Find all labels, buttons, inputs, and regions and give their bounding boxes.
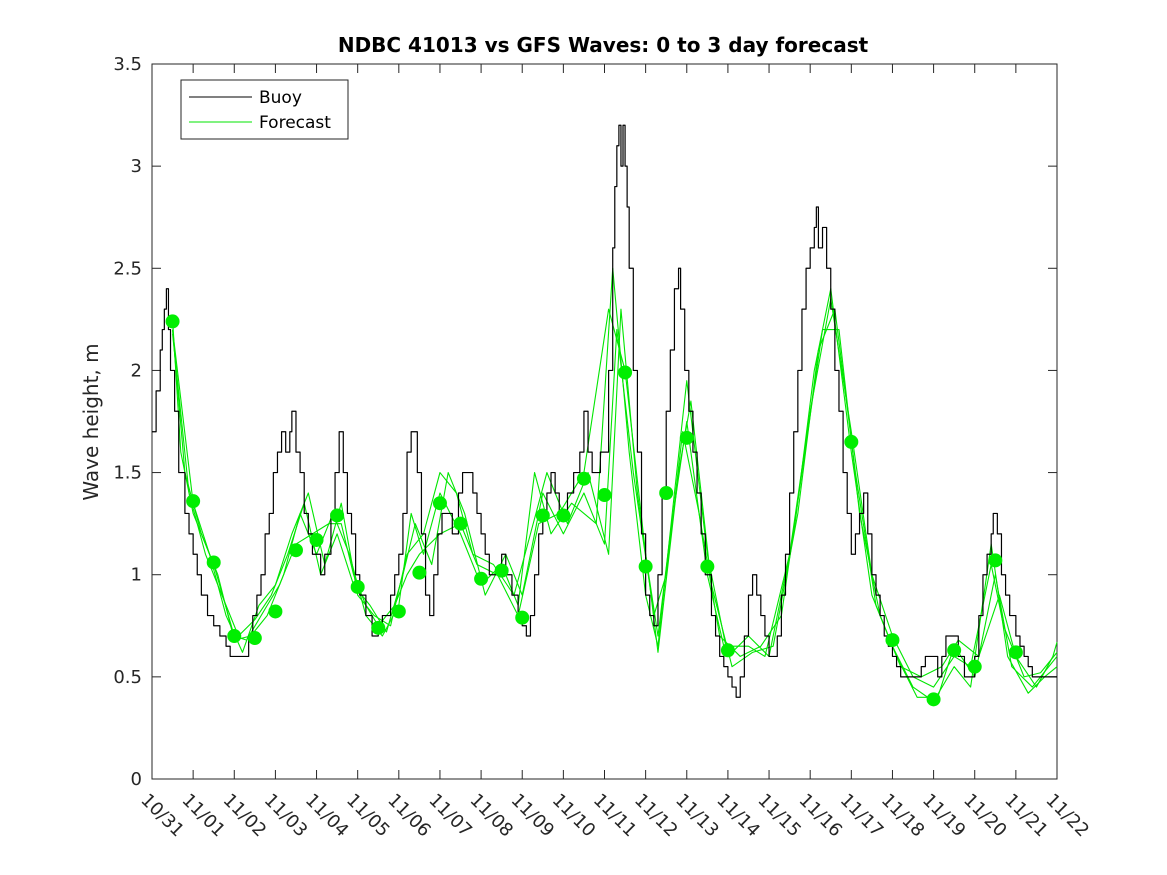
marker-layer <box>165 314 1023 707</box>
forecast-marker <box>494 563 509 578</box>
x-tick-label: 11/03 <box>260 790 312 842</box>
x-tick-label: 10/31 <box>136 790 188 842</box>
x-tick-label: 11/04 <box>301 790 353 842</box>
legend: Buoy Forecast <box>180 79 349 140</box>
x-tick-label: 11/06 <box>383 790 435 842</box>
forecast-marker <box>926 692 941 707</box>
forecast-marker <box>412 565 427 580</box>
y-tick-label: 1 <box>131 565 142 586</box>
forecast-marker <box>227 629 242 643</box>
x-tick-label: 11/09 <box>507 790 559 842</box>
chart-title: NDBC 41013 vs GFS Waves: 0 to 3 day fore… <box>338 33 869 57</box>
x-tick-label: 11/11 <box>589 790 641 842</box>
x-tick-label: 11/12 <box>630 790 682 842</box>
forecast-marker <box>988 553 1003 568</box>
forecast-marker <box>371 620 386 635</box>
axis-ticks <box>151 63 1058 780</box>
forecast-marker <box>576 471 591 486</box>
x-tick-label: 11/01 <box>178 790 230 842</box>
forecast-marker <box>535 508 550 523</box>
x-tick-label: 11/21 <box>1000 790 1052 842</box>
forecast-marker <box>247 631 262 646</box>
forecast-marker <box>556 508 571 523</box>
forecast-series-line <box>172 308 1058 688</box>
forecast-marker <box>330 508 345 523</box>
x-tick-label: 11/18 <box>877 790 929 842</box>
forecast-series-line <box>172 308 1058 698</box>
forecast-marker <box>638 559 653 574</box>
forecast-marker <box>1008 645 1023 660</box>
forecast-marker <box>391 604 406 619</box>
y-tick-label: 2.5 <box>113 258 142 279</box>
y-tick-label: 2 <box>131 360 142 381</box>
y-axis-label: Wave height, m <box>79 343 103 500</box>
forecast-marker <box>309 532 324 547</box>
forecast-marker <box>844 434 859 449</box>
forecast-marker <box>720 643 735 658</box>
forecast-marker <box>597 488 612 503</box>
forecast-marker <box>350 579 365 594</box>
x-tick-label: 11/22 <box>1041 790 1093 842</box>
x-tick-label: 11/10 <box>548 790 600 842</box>
x-tick-label: 11/14 <box>712 790 764 842</box>
y-axis-tick-labels: 0 0.5 1 1.5 2 2.5 3 3.5 <box>113 54 142 790</box>
legend-label-forecast: Forecast <box>259 113 331 133</box>
forecast-marker <box>659 486 674 500</box>
forecast-marker <box>700 559 715 574</box>
forecast-marker <box>474 571 489 586</box>
legend-label-buoy: Buoy <box>259 88 302 108</box>
x-tick-label: 11/16 <box>795 790 847 842</box>
x-tick-label: 11/19 <box>918 790 970 842</box>
forecast-marker <box>453 516 468 531</box>
forecast-marker <box>432 496 447 511</box>
y-tick-label: 3 <box>131 156 142 177</box>
x-tick-label: 11/20 <box>959 790 1011 842</box>
legend-box <box>180 79 349 140</box>
y-tick-label: 0.5 <box>113 667 142 688</box>
x-tick-label: 11/05 <box>342 790 394 842</box>
x-tick-label: 11/13 <box>671 790 723 842</box>
forecast-marker <box>967 659 982 674</box>
buoy-series-line <box>152 124 1057 698</box>
forecast-marker <box>165 314 180 329</box>
x-tick-label: 11/17 <box>836 790 888 842</box>
forecast-marker <box>206 555 221 570</box>
forecast-marker <box>885 633 900 648</box>
x-tick-label: 11/08 <box>466 790 518 842</box>
x-tick-label: 11/15 <box>754 790 806 842</box>
y-tick-label: 0 <box>131 769 142 790</box>
x-tick-label: 11/02 <box>219 790 271 842</box>
y-tick-label: 1.5 <box>113 463 142 484</box>
forecast-marker <box>288 543 303 558</box>
forecast-marker <box>186 494 201 509</box>
forecast-marker <box>618 365 633 380</box>
forecast-marker <box>947 643 962 658</box>
y-tick-label: 3.5 <box>113 54 142 75</box>
x-tick-label: 11/07 <box>424 790 476 842</box>
x-axis-tick-labels: 10/3111/0111/0211/0311/0411/0511/0611/07… <box>136 790 1093 842</box>
plot-area <box>151 63 1058 780</box>
forecast-marker <box>515 610 530 625</box>
forecast-marker <box>268 604 283 619</box>
forecast-marker <box>679 430 694 445</box>
